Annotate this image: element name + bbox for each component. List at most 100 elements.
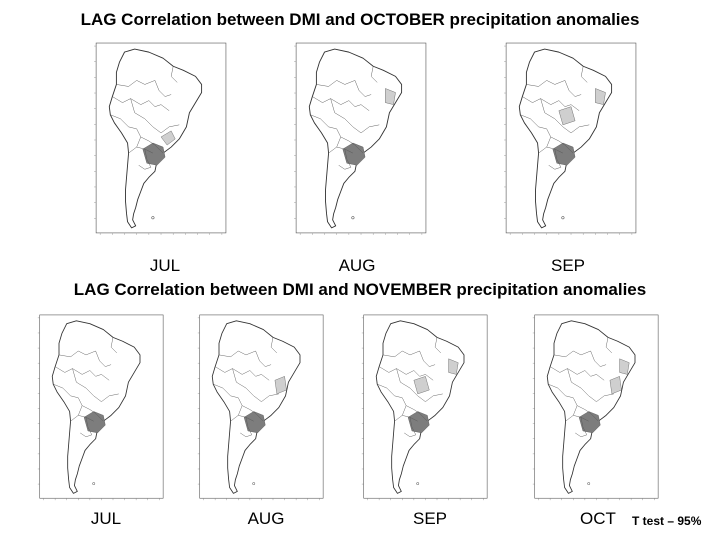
country-border xyxy=(215,366,250,375)
significance-shading-south-brazil-dark xyxy=(342,142,366,166)
country-border xyxy=(548,383,578,406)
country-border xyxy=(336,136,364,154)
country-border xyxy=(370,66,378,83)
label-november-jul: JUL xyxy=(90,509,122,528)
country-border xyxy=(382,350,420,358)
significance-shading-central-light xyxy=(413,376,430,395)
significance-shading-central-light xyxy=(558,106,576,126)
country-border xyxy=(170,66,178,83)
significance-shading-east-light xyxy=(609,376,622,395)
country-border xyxy=(526,80,566,87)
significance-shading-south-brazil-dark xyxy=(243,411,266,434)
country-border xyxy=(520,114,551,138)
country-border xyxy=(404,432,416,438)
south-america-outline xyxy=(546,320,636,494)
map-november-sep-svg xyxy=(361,314,488,501)
country-border xyxy=(154,80,172,97)
country-border xyxy=(565,415,589,422)
country-border xyxy=(53,383,83,406)
significance-shading-south-brazil-dark xyxy=(407,411,430,434)
country-border xyxy=(148,100,170,111)
country-border xyxy=(538,146,564,154)
country-border xyxy=(270,337,278,354)
country-border xyxy=(138,165,151,170)
island-outline xyxy=(151,216,155,220)
country-border xyxy=(240,432,252,438)
country-border xyxy=(245,417,252,435)
country-border xyxy=(354,80,372,97)
country-border xyxy=(110,114,141,138)
country-border xyxy=(580,417,587,435)
country-border xyxy=(425,393,443,402)
country-border xyxy=(348,100,370,111)
map-november-jul-svg xyxy=(37,314,164,501)
country-border xyxy=(338,165,351,170)
country-border xyxy=(379,366,414,375)
country-border xyxy=(558,100,580,111)
country-border xyxy=(70,415,94,422)
country-border xyxy=(328,146,354,154)
label-november-sep: SEP xyxy=(412,509,448,528)
country-border xyxy=(72,368,102,402)
country-border xyxy=(78,405,104,422)
map-october-jul-svg xyxy=(94,42,227,235)
label-november-aug: AUG xyxy=(247,509,285,528)
map-november-sep xyxy=(356,312,491,507)
country-border xyxy=(554,149,562,168)
country-border xyxy=(434,337,442,354)
country-border xyxy=(232,368,262,402)
map-november-aug xyxy=(192,312,327,507)
south-america-outline xyxy=(108,48,203,229)
country-border xyxy=(80,432,92,438)
country-border xyxy=(377,383,407,406)
south-america-outline xyxy=(308,48,403,229)
significance-shading-south-brazil-dark xyxy=(578,411,601,434)
country-border xyxy=(255,350,272,367)
island-outline xyxy=(252,482,256,486)
island-outline xyxy=(92,482,96,486)
country-border xyxy=(522,96,559,105)
country-border xyxy=(136,136,164,154)
island-outline xyxy=(561,216,565,220)
map-november-oct xyxy=(527,312,662,507)
country-border xyxy=(584,370,605,381)
country-border xyxy=(89,370,110,381)
island-outline xyxy=(416,482,420,486)
country-border xyxy=(330,98,362,134)
country-border xyxy=(540,98,572,134)
country-border xyxy=(130,98,162,134)
significance-shading-northeast-light xyxy=(385,88,396,105)
country-border xyxy=(419,350,436,367)
country-border xyxy=(85,417,92,435)
country-border xyxy=(396,368,426,402)
country-border xyxy=(58,350,96,358)
country-border xyxy=(110,337,118,354)
october-title: LAG Correlation between DMI and OCTOBER … xyxy=(80,10,640,29)
country-border xyxy=(605,337,613,354)
label-november-oct: OCT xyxy=(580,509,616,528)
country-border xyxy=(249,370,270,381)
country-border xyxy=(570,124,590,134)
country-border xyxy=(101,393,119,402)
country-border xyxy=(596,393,614,402)
significance-shading-south-brazil-dark xyxy=(552,142,576,166)
country-border xyxy=(564,80,582,97)
country-border xyxy=(546,136,574,154)
country-border xyxy=(413,370,434,381)
island-outline xyxy=(587,482,591,486)
country-border xyxy=(55,366,90,375)
country-border xyxy=(402,405,428,422)
label-october-jul: JUL xyxy=(149,256,181,275)
south-america-outline xyxy=(51,320,141,494)
country-border xyxy=(310,114,341,138)
country-border xyxy=(573,405,599,422)
map-october-jul xyxy=(88,40,230,242)
significance-shading-southeast-light xyxy=(160,130,176,146)
island-outline xyxy=(351,216,355,220)
country-border xyxy=(550,366,585,375)
country-border xyxy=(160,124,180,134)
country-border xyxy=(344,149,352,168)
ttest-legend: T test – 95% xyxy=(632,514,702,528)
country-border xyxy=(95,350,112,367)
map-november-oct-svg xyxy=(532,314,659,501)
